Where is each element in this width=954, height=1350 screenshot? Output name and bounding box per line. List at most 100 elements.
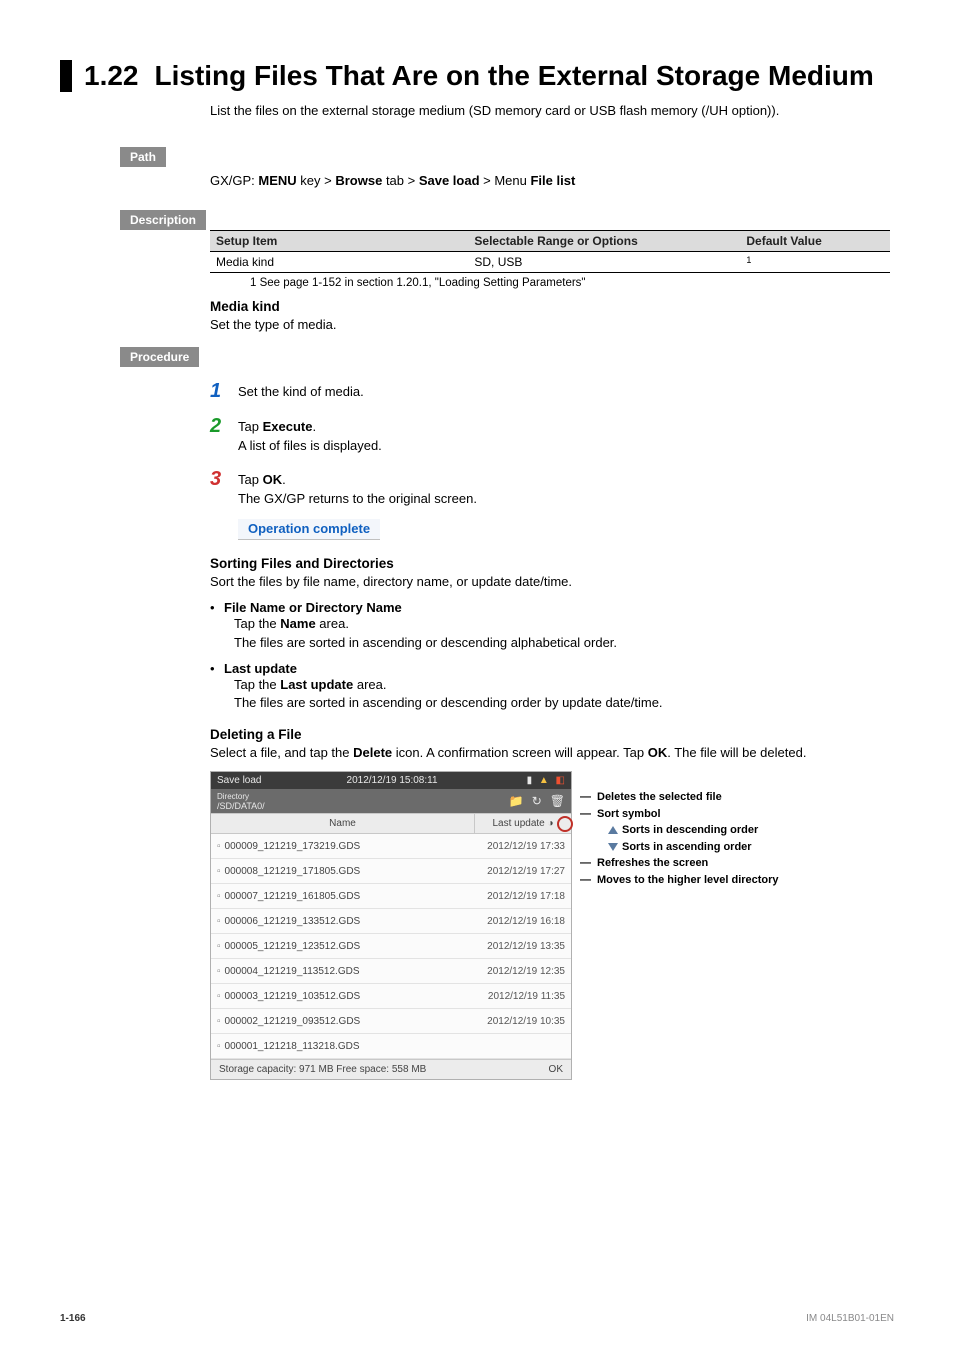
s3d: The GX/GP returns to the original screen…	[238, 491, 477, 506]
mediakind-title: Media kind	[210, 299, 894, 314]
step-3: 3 Tap OK. The GX/GP returns to the origi…	[210, 471, 894, 509]
bullet-filename: •File Name or Directory Name	[210, 600, 894, 615]
setup-table-head: Setup Item Selectable Range or Options D…	[210, 231, 890, 252]
td-item: Media kind	[210, 252, 468, 273]
callout-delete: —Deletes the selected file	[580, 789, 779, 806]
file-row[interactable]: ▫ 000008_121219_171805.GDS 2012/12/19 17:2…	[211, 859, 571, 884]
path-k1: MENU	[258, 173, 296, 188]
td-default: 1	[740, 252, 890, 273]
file-row[interactable]: ▫000009_121219_173219.GDS2012/12/19 17:3…	[211, 834, 571, 859]
d2: Delete	[353, 745, 392, 760]
s2c: .	[312, 419, 316, 434]
deleting-title: Deleting a File	[210, 727, 894, 742]
d3: icon. A confirmation screen will appear.…	[392, 745, 648, 760]
file-icon: ▫	[217, 941, 221, 952]
bullet-1-line1: Tap the Name area.	[234, 615, 894, 634]
shot-top-left: Save load	[217, 775, 261, 786]
file-row[interactable]: ▫000005_121219_123512.GDS2012/12/19 13:3…	[211, 934, 571, 959]
heading-number: 1.22	[84, 60, 139, 92]
file-name: 000001_121218_113218.GDS	[225, 1041, 360, 1052]
setup-row: Media kind SD, USB 1	[210, 252, 890, 273]
heading-left-bar	[60, 60, 72, 92]
mediakind-text: Set the type of media.	[210, 316, 894, 335]
col-name[interactable]: Name	[211, 814, 475, 833]
page-footer: 1-166 IM 04L51B01-01EN	[60, 1312, 894, 1324]
c4: Moves to the higher level directory	[597, 872, 779, 889]
b2c: area.	[353, 677, 386, 692]
file-date: 2012/12/19 12:35	[469, 966, 571, 977]
file-name: 000008_121219_171805.GDS	[225, 866, 361, 877]
step-1-number: 1	[210, 381, 238, 401]
c1: Deletes the selected file	[597, 789, 722, 806]
section-tag-description: Description	[120, 210, 206, 230]
dir-label: Directory	[217, 792, 265, 801]
file-name: 000003_121219_103512.GDS	[225, 991, 361, 1002]
file-icon: ▫	[217, 1041, 221, 1052]
file-date: 2012/12/19 11:35	[469, 991, 571, 1002]
heading-row: 1.22 Listing Files That Are on the Exter…	[60, 60, 894, 92]
bullet-dot-2: •	[210, 661, 224, 676]
delete-icon[interactable]: 🗑	[550, 794, 565, 808]
path-t2: tab >	[382, 173, 419, 188]
sorting-text: Sort the files by file name, directory n…	[210, 573, 894, 592]
sort-symbol-highlight	[557, 816, 573, 832]
file-date: 2012/12/19 17:27	[469, 866, 571, 877]
c2b: Sorts in ascending order	[622, 839, 752, 856]
up-dir-icon[interactable]: 📁	[509, 794, 524, 808]
col-date[interactable]: Last update ◑	[475, 814, 571, 833]
file-date: 2012/12/19 10:35	[469, 1016, 571, 1027]
operation-complete: Operation complete	[238, 519, 380, 540]
bullet-2-line1: Tap the Last update area.	[234, 676, 894, 695]
section-tag-path: Path	[120, 147, 166, 167]
callout-sort-asc: Sorts in ascending order	[608, 839, 779, 856]
b1c: area.	[316, 616, 349, 631]
path-k2: Browse	[335, 173, 382, 188]
file-row[interactable]: ▫ 000001_121218_113218.GDS	[211, 1034, 571, 1059]
th-item: Setup Item	[210, 231, 468, 252]
b1a: Tap the	[234, 616, 280, 631]
step-1-body: Set the kind of media.	[238, 383, 894, 402]
step-3-number: 3	[210, 469, 238, 489]
refresh-icon[interactable]: ↻	[532, 794, 542, 808]
shot-topbar: Save load 2012/12/19 15:08:11 ▮ ▲ ◧	[211, 772, 571, 789]
s3c: .	[282, 472, 286, 487]
file-date: 2012/12/19 17:33	[469, 841, 571, 852]
callout-updir: —Moves to the higher level directory	[580, 872, 779, 889]
file-icon: ▫	[217, 866, 221, 877]
th-range: Selectable Range or Options	[468, 231, 740, 252]
footer-left: 1-166	[60, 1313, 86, 1324]
screenshot: Save load 2012/12/19 15:08:11 ▮ ▲ ◧ Dire…	[210, 771, 572, 1080]
footer-right: IM 04L51B01-01EN	[806, 1313, 894, 1324]
sorting-title: Sorting Files and Directories	[210, 556, 894, 571]
shot-ok-button[interactable]: OK	[549, 1064, 563, 1075]
step-3-body: Tap OK. The GX/GP returns to the origina…	[238, 471, 894, 509]
tri-up-icon	[608, 826, 618, 834]
sort-glyph: ◑	[548, 818, 554, 829]
intro-text: List the files on the external storage m…	[210, 102, 894, 121]
file-row[interactable]: ▫000004_121219_113512.GDS2012/12/19 12:3…	[211, 959, 571, 984]
callout-sort-desc: Sorts in descending order	[608, 822, 779, 839]
shot-dirleft: Directory /SD/DATA0/	[217, 792, 265, 811]
page: 1.22 Listing Files That Are on the Exter…	[0, 0, 954, 1350]
file-row[interactable]: ▫ 000003_121219_103512.GDS 2012/12/19 11:3…	[211, 984, 571, 1009]
b2b: Last update	[280, 677, 353, 692]
file-icon: ▫	[217, 991, 221, 1002]
bullet-1-head: File Name or Directory Name	[224, 600, 402, 615]
screenshot-wrap: Save load 2012/12/19 15:08:11 ▮ ▲ ◧ Dire…	[210, 771, 894, 1080]
td-range: SD, USB	[468, 252, 740, 273]
file-row[interactable]: ▫000002_121219_093512.GDS2012/12/19 10:3…	[211, 1009, 571, 1034]
bullet-2-head: Last update	[224, 661, 297, 676]
file-icon: ▫	[217, 916, 221, 927]
path-t3: > Menu	[480, 173, 531, 188]
file-row[interactable]: ▫000006_121219_133512.GDS2012/12/19 16:1…	[211, 909, 571, 934]
step-2-number: 2	[210, 416, 238, 436]
section-tag-procedure: Procedure	[120, 347, 199, 367]
s3a: Tap	[238, 472, 263, 487]
file-row[interactable]: ▫000007_121219_161805.GDS2012/12/19 17:1…	[211, 884, 571, 909]
callout-refresh: —Refreshes the screen	[580, 855, 779, 872]
callout-sort: —Sort symbol	[580, 806, 779, 823]
file-name: 000004_121219_113512.GDS	[225, 966, 360, 977]
dir-icons: 📁 ↻ 🗑	[509, 794, 565, 808]
file-name: 000009_121219_173219.GDS	[225, 841, 361, 852]
setup-table: Setup Item Selectable Range or Options D…	[210, 230, 890, 273]
